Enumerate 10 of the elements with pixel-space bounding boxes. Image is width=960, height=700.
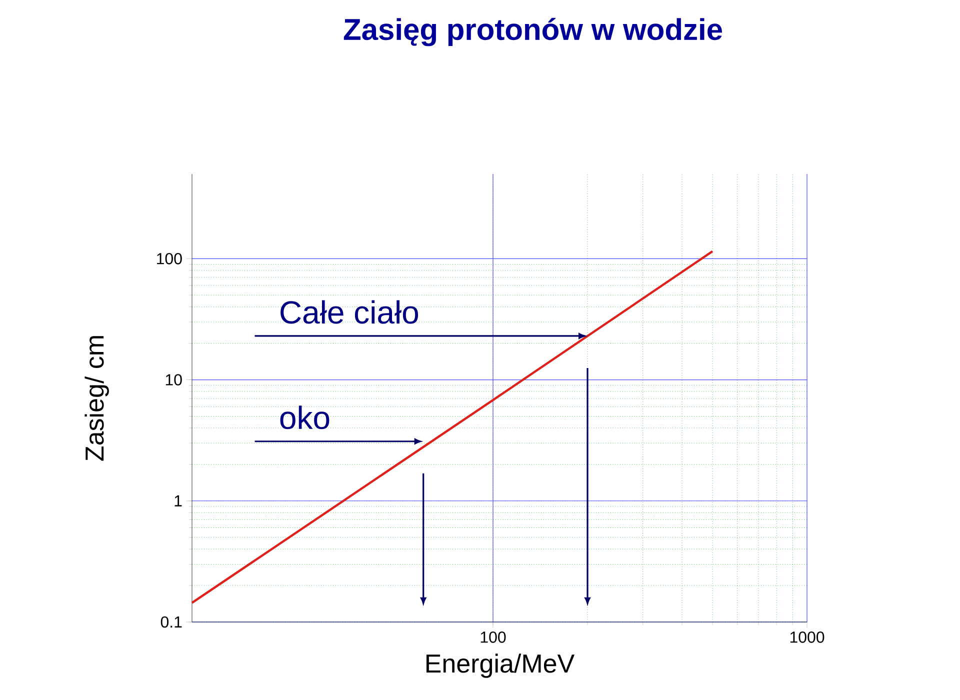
x-axis-title: Energia/MeV <box>426 654 575 678</box>
y-tick-label: 1 <box>174 495 182 506</box>
y-tick-label: 0.1 <box>160 616 182 628</box>
y-tick-label: 10 <box>166 374 182 386</box>
chart-title: Zasięg protonów w wodzie <box>344 18 722 46</box>
y-tick-label: 100 <box>157 252 182 264</box>
x-tick-label: 1000 <box>790 632 824 643</box>
annotation: Całe ciało <box>280 300 418 324</box>
y-axis-title: Zasieg/ cm <box>84 336 109 461</box>
annotation: oko <box>280 406 330 430</box>
